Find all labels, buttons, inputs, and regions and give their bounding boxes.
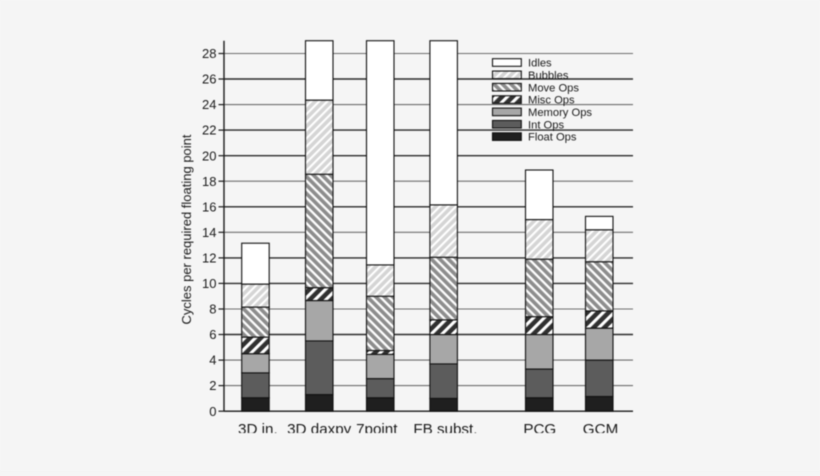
svg-text:Bubbles: Bubbles [528, 70, 569, 82]
svg-text:Misc Ops: Misc Ops [528, 95, 575, 107]
svg-text:24: 24 [202, 97, 216, 112]
svg-text:12: 12 [202, 251, 216, 266]
svg-text:10: 10 [202, 276, 216, 291]
svg-text:Int Ops: Int Ops [528, 119, 564, 131]
svg-text:Memory Ops: Memory Ops [528, 107, 592, 119]
svg-text:18: 18 [202, 174, 216, 189]
svg-text:16: 16 [202, 199, 216, 214]
svg-text:Move Ops: Move Ops [528, 82, 579, 94]
svg-text:22: 22 [202, 123, 216, 138]
svg-text:0: 0 [209, 404, 216, 419]
svg-text:14: 14 [202, 225, 216, 240]
svg-text:2: 2 [209, 378, 216, 393]
svg-text:Idles: Idles [528, 58, 552, 70]
svg-text:26: 26 [202, 72, 216, 87]
svg-text:Float Ops: Float Ops [528, 132, 577, 144]
svg-text:6: 6 [209, 327, 216, 342]
svg-text:4: 4 [209, 353, 216, 368]
svg-text:Cycles per required floating p: Cycles per required floating point [179, 134, 194, 324]
svg-text:8: 8 [209, 302, 216, 317]
svg-text:28: 28 [202, 46, 216, 61]
svg-text:20: 20 [202, 148, 216, 163]
